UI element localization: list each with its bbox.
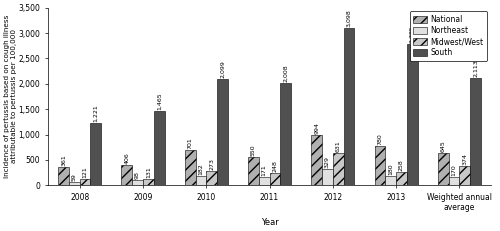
Bar: [460, 166, 470, 185]
X-axis label: Year: Year: [260, 218, 278, 227]
Bar: [333, 153, 344, 185]
Bar: [374, 146, 386, 185]
Text: 1,465: 1,465: [156, 92, 162, 110]
Bar: [58, 167, 69, 185]
Bar: [386, 176, 396, 185]
Text: 406: 406: [124, 152, 130, 164]
Text: 631: 631: [336, 140, 340, 152]
Text: 182: 182: [198, 163, 203, 175]
Text: 645: 645: [440, 140, 446, 152]
Bar: [217, 79, 228, 185]
Bar: [143, 179, 154, 185]
Bar: [280, 83, 291, 185]
Text: 701: 701: [188, 137, 192, 149]
Text: 121: 121: [82, 166, 87, 178]
Text: 98: 98: [135, 171, 140, 179]
Bar: [470, 78, 481, 185]
Text: 2,113: 2,113: [473, 59, 478, 77]
Bar: [259, 176, 270, 185]
Legend: National, Northeast, Midwest/West, South: National, Northeast, Midwest/West, South: [410, 12, 487, 61]
Bar: [407, 44, 418, 185]
Text: 273: 273: [209, 158, 214, 170]
Bar: [438, 152, 448, 185]
Text: 59: 59: [72, 173, 77, 181]
Bar: [206, 171, 217, 185]
Text: 248: 248: [272, 160, 278, 172]
Text: 1,221: 1,221: [94, 104, 98, 122]
Bar: [132, 180, 143, 185]
Bar: [344, 28, 354, 185]
Text: 374: 374: [462, 153, 468, 165]
Text: 780: 780: [378, 133, 382, 145]
Bar: [90, 123, 101, 185]
Text: 2,008: 2,008: [283, 65, 288, 82]
Text: 258: 258: [399, 159, 404, 171]
Text: 180: 180: [388, 164, 393, 175]
Text: 170: 170: [452, 164, 456, 176]
Text: 2,785: 2,785: [410, 25, 414, 43]
Text: 361: 361: [61, 154, 66, 166]
Bar: [322, 169, 333, 185]
Text: 329: 329: [325, 155, 330, 167]
Bar: [122, 165, 132, 185]
Bar: [312, 135, 322, 185]
Bar: [448, 177, 460, 185]
Y-axis label: Incidence of pertussis based on cough illness
attributable to pertussis per 100,: Incidence of pertussis based on cough il…: [4, 15, 17, 178]
Bar: [69, 182, 80, 185]
Text: 3,098: 3,098: [346, 9, 352, 27]
Bar: [248, 157, 259, 185]
Text: 131: 131: [146, 166, 151, 178]
Bar: [196, 176, 206, 185]
Bar: [80, 179, 90, 185]
Text: 550: 550: [251, 145, 256, 156]
Bar: [184, 150, 196, 185]
Bar: [270, 173, 280, 185]
Text: 171: 171: [262, 164, 266, 176]
Bar: [396, 172, 407, 185]
Bar: [154, 111, 164, 185]
Text: 2,099: 2,099: [220, 60, 225, 78]
Text: 994: 994: [314, 122, 319, 134]
